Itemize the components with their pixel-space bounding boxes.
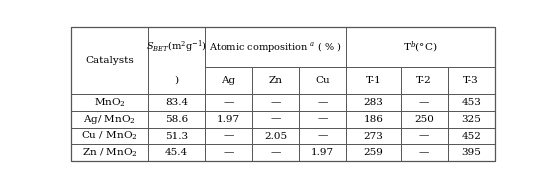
Text: 273: 273 [363, 132, 383, 140]
Bar [346, 27, 495, 67]
Text: Zn / MnO$_2$: Zn / MnO$_2$ [82, 147, 137, 159]
Text: 259: 259 [363, 148, 383, 157]
Text: ): ) [174, 76, 178, 85]
Bar [148, 94, 205, 111]
Bar [299, 144, 346, 161]
Bar [448, 94, 495, 111]
Text: T-2: T-2 [416, 76, 432, 85]
Text: 453: 453 [461, 98, 481, 107]
Text: —: — [317, 115, 328, 124]
Text: Atomic composition $^{a}$ ( % ): Atomic composition $^{a}$ ( % ) [209, 40, 342, 54]
Text: 452: 452 [461, 132, 481, 140]
Bar [448, 67, 495, 94]
Bar [401, 128, 448, 144]
Bar [299, 111, 346, 128]
Text: —: — [223, 132, 233, 140]
Bar [71, 144, 148, 161]
Text: Ag: Ag [221, 76, 236, 85]
Bar [252, 111, 299, 128]
Text: 325: 325 [461, 115, 481, 124]
Bar [448, 144, 495, 161]
Text: T-1: T-1 [365, 76, 381, 85]
Text: Cu / MnO$_2$: Cu / MnO$_2$ [81, 130, 138, 142]
Text: 51.3: 51.3 [165, 132, 188, 140]
Text: T-3: T-3 [463, 76, 479, 85]
Text: Zn: Zn [268, 76, 283, 85]
Text: 45.4: 45.4 [165, 148, 188, 157]
Bar [71, 111, 148, 128]
Bar [205, 144, 252, 161]
Bar [71, 128, 148, 144]
Bar [205, 67, 252, 94]
Bar [148, 128, 205, 144]
Text: —: — [270, 98, 280, 107]
Text: 58.6: 58.6 [165, 115, 188, 124]
Text: —: — [223, 148, 233, 157]
Text: 2.05: 2.05 [264, 132, 287, 140]
Bar [205, 111, 252, 128]
Bar [346, 128, 401, 144]
Bar [252, 128, 299, 144]
Text: —: — [223, 98, 233, 107]
Bar [205, 94, 252, 111]
Bar [346, 111, 401, 128]
Bar [401, 67, 448, 94]
Text: —: — [270, 148, 280, 157]
Text: —: — [419, 98, 429, 107]
Bar [252, 94, 299, 111]
Text: MnO$_2$: MnO$_2$ [94, 96, 125, 109]
Text: 283: 283 [363, 98, 383, 107]
Text: 1.97: 1.97 [217, 115, 240, 124]
Bar [252, 67, 299, 94]
Bar [148, 144, 205, 161]
Text: 395: 395 [461, 148, 481, 157]
Text: 250: 250 [414, 115, 434, 124]
Text: —: — [317, 132, 328, 140]
Bar [299, 67, 346, 94]
Bar [148, 27, 205, 94]
Bar [448, 128, 495, 144]
Bar [299, 94, 346, 111]
Text: —: — [419, 132, 429, 140]
Text: Ag/ MnO$_2$: Ag/ MnO$_2$ [83, 113, 136, 126]
Text: —: — [317, 98, 328, 107]
Bar [71, 94, 148, 111]
Bar [71, 27, 148, 94]
Text: —: — [419, 148, 429, 157]
Text: 186: 186 [363, 115, 383, 124]
Text: 1.97: 1.97 [311, 148, 334, 157]
Bar [448, 111, 495, 128]
Bar [148, 111, 205, 128]
Text: $S_{BET}$(m$^2$g$^{-1}$): $S_{BET}$(m$^2$g$^{-1}$) [146, 39, 207, 55]
Bar [299, 128, 346, 144]
Bar [346, 94, 401, 111]
Bar [401, 144, 448, 161]
Bar [401, 94, 448, 111]
Bar [205, 27, 346, 67]
Text: Catalysts: Catalysts [85, 56, 134, 65]
Bar [346, 144, 401, 161]
Text: —: — [270, 115, 280, 124]
Bar [401, 111, 448, 128]
Text: Cu: Cu [315, 76, 330, 85]
Text: T$^{b}$($\degree$C): T$^{b}$($\degree$C) [403, 39, 438, 54]
Bar [205, 128, 252, 144]
Text: 83.4: 83.4 [165, 98, 188, 107]
Bar [346, 67, 401, 94]
Bar [252, 144, 299, 161]
